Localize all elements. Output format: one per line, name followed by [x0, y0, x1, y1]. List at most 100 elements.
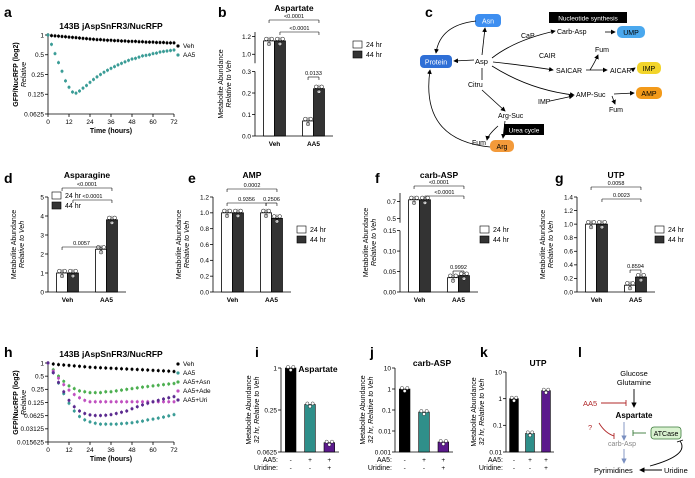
- legend-swatch: [479, 225, 490, 234]
- data-point-veh: [99, 38, 102, 42]
- y-tick-label: 1: [40, 32, 44, 39]
- aa5-sign: +: [422, 457, 426, 464]
- nuc-synth-label: Nucleotide synthesis: [558, 16, 618, 23]
- data-point-veh: [141, 368, 144, 372]
- uridine-sign: -: [423, 465, 425, 472]
- replicate-point: [425, 195, 430, 200]
- data-point-veh: [127, 39, 130, 43]
- bar-44-hr: [274, 40, 286, 137]
- data-point-aa5-asn: [93, 391, 97, 395]
- chart-panel-h: h 143B jAspSnFR3/NucRFP 1 0.5 0.25 0.125 0.062…: [4, 344, 211, 463]
- replicate-point: [636, 273, 641, 278]
- data-point-aa5-uri: [93, 414, 97, 418]
- data-point-aa5-ade: [93, 400, 97, 404]
- replicate-point: [444, 439, 448, 443]
- data-point-aa5-asn: [114, 389, 118, 393]
- data-point-aa5-uri: [104, 413, 108, 417]
- data-point-aa5: [83, 418, 87, 422]
- data-point-veh: [156, 369, 160, 373]
- y-tick-label: 0.8: [564, 235, 573, 242]
- pathway-l-arrows: [598, 389, 684, 473]
- legend-swatch: [654, 235, 665, 244]
- legend-entry: AA5+Asn: [183, 379, 211, 386]
- y-tick-label: 1: [498, 396, 502, 403]
- bar-44-hr: [232, 212, 244, 293]
- replicate-point: [459, 271, 464, 276]
- replicate-point: [319, 84, 324, 89]
- y-tick-label: 0.01: [378, 428, 391, 435]
- y-tick-label: 0.1: [493, 423, 502, 430]
- replicate-point: [414, 195, 419, 200]
- x-axis-label: Time (hours): [90, 128, 132, 135]
- replicate-point: [280, 36, 285, 41]
- replicate-point: [400, 386, 404, 390]
- data-point-aa5: [151, 52, 155, 56]
- y-tick-label: 0.0625: [24, 111, 44, 118]
- data-point-veh: [165, 41, 169, 45]
- data-point-aa5: [104, 422, 108, 426]
- bar: [525, 433, 535, 453]
- data-point-aa5: [165, 49, 169, 53]
- replicate-point: [546, 387, 551, 392]
- data-point-aa5-asn: [151, 384, 155, 388]
- y-tick-label: 0.7: [387, 199, 396, 206]
- y-tick-label: 0.5: [35, 52, 44, 59]
- data-point-aa5: [71, 90, 74, 94]
- protein-node: [420, 55, 452, 68]
- aa5-sign: +: [441, 457, 445, 464]
- data-point-aa5: [50, 42, 53, 46]
- y-tick-label: 1: [387, 386, 391, 393]
- data-point-aa5: [95, 75, 99, 79]
- data-point-veh: [93, 365, 97, 369]
- x-tick-label: 72: [170, 447, 178, 454]
- x-tick-label: AA5: [629, 297, 642, 304]
- x-tick-label: Veh: [227, 297, 239, 304]
- data-point-veh: [162, 369, 165, 373]
- row-label-aa5: AA5:: [488, 457, 503, 464]
- asn-label: Asn: [482, 19, 494, 26]
- y-axis-label-2: 32 hr, Relative to Veh: [479, 379, 486, 446]
- replicate-point: [73, 268, 78, 274]
- data-point-aa5-uri: [109, 413, 113, 417]
- y-tick-label: 0.4: [564, 262, 573, 269]
- y-tick-label: 1: [273, 365, 277, 372]
- panel-label-g: g: [555, 170, 564, 186]
- data-point-veh: [116, 39, 120, 43]
- data-point-aa5: [130, 57, 134, 61]
- replicate-point: [238, 208, 243, 213]
- glutamine-label: Glutamine: [617, 378, 651, 387]
- data-point-veh: [74, 36, 78, 40]
- data-point-aa5-uri: [151, 400, 155, 404]
- data-point-aa5-ade: [104, 400, 108, 404]
- data-point-aa5: [120, 61, 123, 65]
- data-point-aa5-uri: [172, 395, 176, 399]
- data-point-aa5: [74, 91, 78, 95]
- chart-panel-i: i Aspartate 1 0.25 0.0625 Metabolite Abundanc…: [246, 344, 339, 472]
- aa5-sign: +: [327, 457, 331, 464]
- pathway-diagram-l: l Glucose Glutamine AA5 ? Aspartate ATCa…: [578, 344, 688, 475]
- p-value-label: 0.0023: [613, 193, 630, 199]
- legend-marker: [176, 389, 180, 393]
- amp-node: [636, 87, 662, 99]
- y-tick-label: 1.2: [242, 34, 251, 41]
- chart-title: Asparagine: [64, 170, 111, 180]
- data-point-veh: [60, 34, 64, 38]
- replicate-point: [261, 208, 266, 213]
- legend-swatch: [296, 225, 307, 234]
- y-axis-label-2: Relative to Veh: [371, 219, 378, 266]
- y-tick-label: 1.2: [564, 208, 573, 215]
- panel-label-a: a: [4, 4, 12, 20]
- x-tick-label: 60: [149, 447, 157, 454]
- replicate-point: [101, 245, 106, 250]
- bar-24-hr: [221, 212, 233, 293]
- data-point-veh: [135, 368, 139, 372]
- replicate-point: [275, 36, 280, 41]
- data-point-aa5: [146, 418, 150, 422]
- replicate-point: [641, 273, 646, 278]
- bar: [285, 367, 297, 453]
- y-tick-label: 1: [40, 270, 44, 277]
- data-point-aa5-uri: [120, 410, 123, 414]
- replicate-point: [286, 365, 290, 369]
- data-point-aa5-uri: [62, 390, 66, 394]
- data-point-aa5: [127, 58, 130, 62]
